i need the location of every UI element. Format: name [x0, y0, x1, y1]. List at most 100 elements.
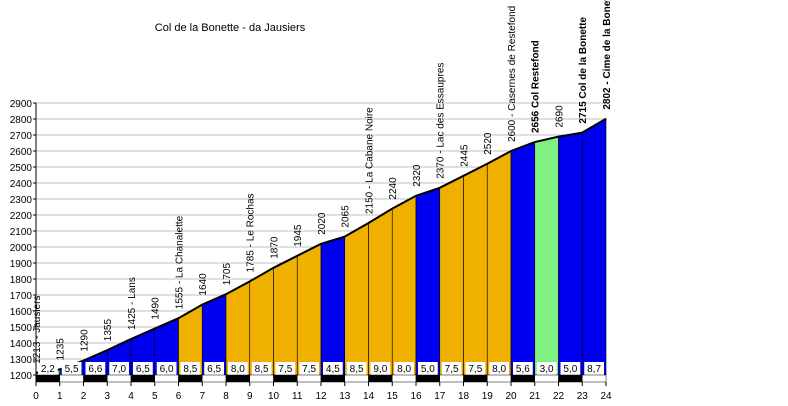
point-label-15: 2240 — [388, 177, 399, 200]
gradient-label-17: 7,5 — [445, 364, 459, 375]
y-tick-label-2000: 2000 — [10, 243, 33, 254]
km-bar-8 — [225, 374, 250, 383]
gradient-box-20 — [513, 362, 533, 375]
x-tick-label-16: 16 — [410, 391, 422, 402]
x-tick-label-20: 20 — [505, 391, 517, 402]
y-tick-label-1600: 1600 — [10, 307, 33, 318]
chart-title: Col de la Bonette - da Jausiers — [155, 22, 306, 34]
gradient-box-8 — [228, 362, 248, 375]
segment-13 — [344, 222, 369, 376]
gradient-labels: 2,2 5,5 6,6 7,0 6,5 6,0 8,5 6,5 8,0 8,5 7,5 7,5 4,5 8… — [38, 362, 604, 375]
segment-15 — [391, 195, 417, 376]
gradient-box-14 — [370, 362, 391, 375]
point-label-16: 2320 — [412, 164, 423, 187]
gradient-label-15: 8,0 — [397, 364, 411, 375]
km-bar-19 — [487, 374, 512, 383]
segment-12 — [320, 236, 346, 376]
x-tick-label-10: 10 — [268, 391, 280, 402]
point-label-20: 2600 - Casernes de Restefond — [507, 6, 518, 142]
gradient-box-17 — [441, 362, 462, 375]
y-tick-label-2400: 2400 — [10, 179, 33, 190]
point-labels: 1213 - Jausiers 1235 1290 1355 1425 - Lans 14… — [32, 0, 613, 364]
gradient-label-19: 8,0 — [492, 364, 506, 375]
gradient-box-13 — [346, 362, 367, 375]
gradient-label-16: 5,0 — [421, 364, 435, 375]
x-tick-label-14: 14 — [363, 391, 375, 402]
gradient-label-23: 8,7 — [587, 364, 601, 375]
x-tick-label-6: 6 — [176, 391, 182, 402]
km-bar-1 — [59, 374, 84, 383]
point-label-12: 2020 — [317, 212, 328, 235]
x-tick-label-13: 13 — [339, 391, 351, 402]
x-tick-label-4: 4 — [128, 391, 134, 402]
gradient-box-12 — [323, 362, 343, 375]
x-tick-label-9: 9 — [247, 391, 253, 402]
profile-outline — [35, 117, 607, 374]
segment-11 — [296, 243, 322, 376]
gradient-label-22: 5,0 — [563, 364, 577, 375]
y-axis: 1200 1300 1400 1500 1600 1700 1800 1900 2000 2100… — [10, 99, 37, 382]
km-bar-5 — [154, 374, 179, 383]
x-tick-label-3: 3 — [104, 391, 110, 402]
segment-18 — [463, 163, 488, 376]
gradient-label-0: 2,2 — [41, 364, 55, 375]
km-bar-18 — [463, 374, 488, 383]
point-label-22: 2690 — [555, 105, 566, 128]
km-bar-20 — [510, 374, 535, 383]
km-bar-10 — [273, 374, 298, 383]
point-label-8: 1705 — [222, 263, 233, 286]
km-bar-14 — [368, 374, 393, 383]
segment-8 — [225, 280, 251, 376]
gradient-box-16 — [418, 362, 438, 375]
gradient-label-20: 5,6 — [516, 364, 530, 375]
gradient-box-21 — [536, 362, 557, 375]
km-bar-13 — [344, 374, 369, 383]
point-label-10: 1870 — [270, 236, 281, 259]
gradient-label-13: 8,5 — [350, 364, 364, 375]
gradient-box-5 — [156, 362, 177, 375]
gradient-label-10: 7,5 — [278, 364, 292, 375]
y-tick-label-2100: 2100 — [10, 227, 33, 238]
y-tick-label-1400: 1400 — [10, 339, 33, 350]
segment-14 — [368, 208, 393, 376]
point-label-5: 1490 — [151, 297, 162, 320]
km-bar-7 — [202, 374, 227, 383]
profile-line — [35, 117, 607, 374]
gradient-label-4: 6,5 — [136, 364, 150, 375]
gradient-box-11 — [299, 362, 319, 375]
x-tick-label-1: 1 — [57, 391, 63, 402]
segment-21 — [534, 136, 559, 376]
y-tick-label-2700: 2700 — [10, 131, 33, 142]
y-tick-label-2600: 2600 — [10, 147, 33, 158]
gradient-box-2 — [85, 362, 106, 375]
km-bar-23 — [582, 374, 607, 383]
gradient-box-7 — [204, 362, 224, 375]
y-tick-label-2300: 2300 — [10, 195, 33, 206]
point-label-0: 1213 - Jausiers — [32, 296, 43, 364]
gradient-label-8: 8,0 — [231, 364, 245, 375]
y-tick-label-1800: 1800 — [10, 275, 33, 286]
point-label-23: 2715 Col de la Bonette — [578, 16, 589, 123]
gradient-label-3: 7,0 — [112, 364, 126, 375]
x-tick-label-24: 24 — [600, 391, 612, 402]
y-tick-label-1700: 1700 — [10, 291, 33, 302]
y-tick-label-2800: 2800 — [10, 115, 33, 126]
point-label-6: 1555 - La Chanalette — [175, 215, 186, 309]
gradient-box-9 — [251, 362, 272, 375]
gradient-box-3 — [109, 362, 129, 375]
gradient-label-21: 3,0 — [540, 364, 554, 375]
x-tick-label-17: 17 — [434, 391, 446, 402]
x-axis: 0 1 2 3 4 5 6 7 8 9 10 11 12 13 14 15 16 17 18 19 20 21 22 23 24 — [33, 382, 612, 402]
gradient-box-0 — [38, 362, 58, 375]
gradient-label-7: 6,5 — [207, 364, 221, 375]
point-label-13: 2065 — [341, 205, 352, 228]
point-label-19: 2520 — [483, 132, 494, 155]
point-label-1: 1235 — [56, 338, 67, 361]
gradient-box-23 — [584, 362, 604, 375]
gradient-label-5: 6,0 — [160, 364, 174, 375]
gradient-box-10 — [275, 362, 296, 375]
x-tick-label-0: 0 — [33, 391, 39, 402]
km-bar-22 — [558, 374, 583, 383]
x-tick-label-21: 21 — [529, 391, 541, 402]
